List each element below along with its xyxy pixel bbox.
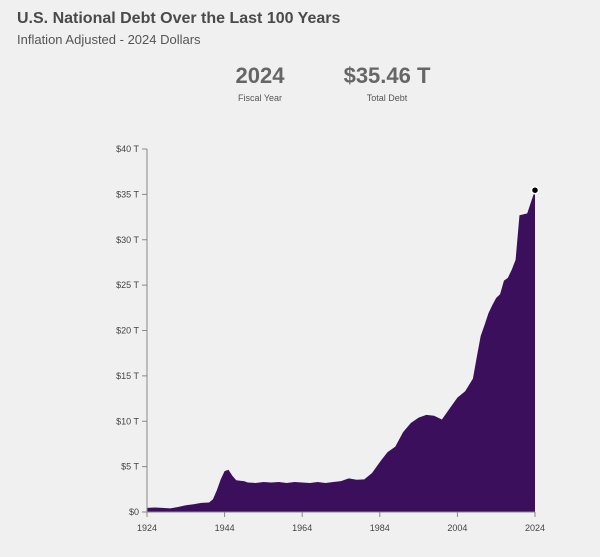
x-tick-label: 1984: [370, 523, 390, 533]
x-tick-label: 1924: [137, 523, 157, 533]
fiscal-year-stat: 2024 Fiscal Year: [200, 63, 320, 103]
latest-value-marker: [530, 185, 540, 195]
y-tick-label: $35 T: [116, 189, 139, 199]
total-debt-stat: $35.46 T Total Debt: [327, 63, 447, 103]
fiscal-year-value: 2024: [235, 63, 285, 88]
x-tick-label: 1944: [215, 523, 235, 533]
y-tick-label: $0: [129, 507, 139, 517]
y-tick-label: $20 T: [116, 326, 139, 336]
total-debt-label: Total Debt: [366, 93, 408, 103]
y-tick-label: $25 T: [116, 280, 139, 290]
x-tick-label: 2024: [525, 523, 545, 533]
chart-subtitle: Inflation Adjusted - 2024 Dollars: [17, 32, 201, 47]
x-tick-label: 1964: [292, 523, 312, 533]
debt-area: [147, 190, 535, 512]
y-tick-label: $15 T: [116, 371, 139, 381]
x-tick-label: 2004: [447, 523, 467, 533]
y-tick-label: $10 T: [116, 416, 139, 426]
y-tick-label: $5 T: [121, 462, 139, 472]
fiscal-year-label: Fiscal Year: [237, 93, 283, 103]
total-debt-value: $35.46 T: [343, 63, 431, 88]
chart-title: U.S. National Debt Over the Last 100 Yea…: [17, 10, 341, 27]
y-tick-label: $30 T: [116, 235, 139, 245]
y-tick-label: $40 T: [116, 144, 139, 154]
